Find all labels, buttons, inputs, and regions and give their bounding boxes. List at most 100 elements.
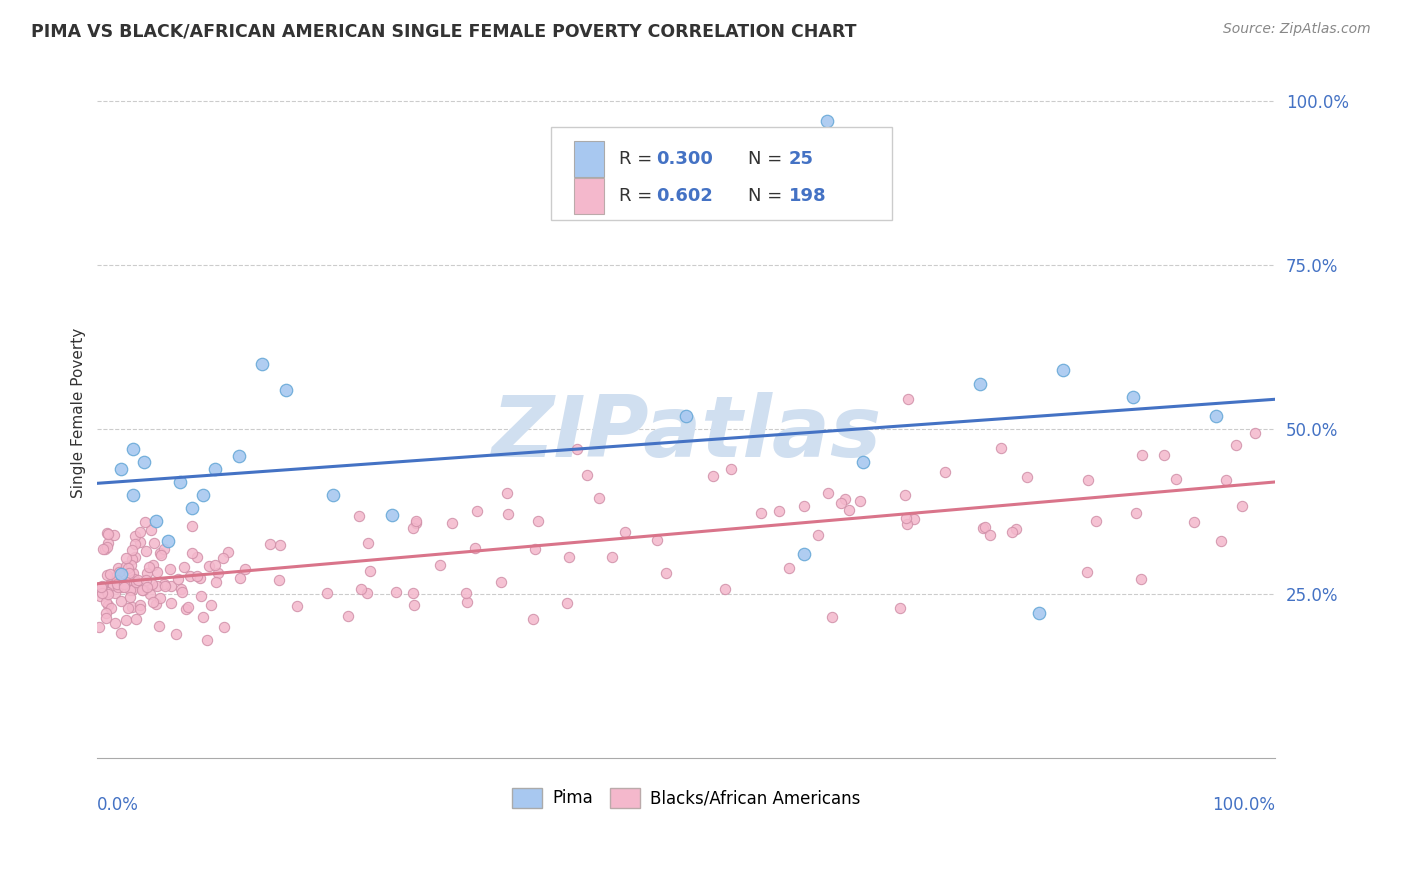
Point (893, 488, 915, 502)
Text: ZIPatlas: ZIPatlas (491, 392, 882, 475)
Point (274, 383, 297, 397)
Point (852, 455, 875, 469)
Point (129, 524, 152, 539)
Point (103, 528, 125, 542)
Point (180, 501, 202, 516)
Point (125, 575, 148, 590)
Point (146, 565, 169, 579)
Point (97, 587, 120, 601)
Point (111, 580, 134, 594)
Text: N =: N = (748, 186, 789, 205)
Point (118, 583, 141, 598)
Point (96, 568, 118, 582)
Point (207, 566, 229, 580)
Point (969, 376, 991, 391)
Point (120, 590, 142, 604)
Point (127, 574, 149, 588)
Point (112, 580, 135, 594)
Point (496, 485, 519, 500)
Point (1209, 533, 1232, 548)
Point (356, 586, 378, 600)
Point (834, 491, 856, 506)
Point (793, 500, 815, 514)
Text: 0.602: 0.602 (657, 186, 713, 205)
Point (135, 566, 157, 581)
Point (384, 585, 406, 599)
Point (1182, 515, 1205, 529)
Point (934, 465, 956, 479)
Point (702, 468, 724, 483)
Point (972, 521, 994, 535)
Text: R =: R = (619, 186, 658, 205)
Legend: Pima, Blacks/African Americans: Pima, Blacks/African Americans (506, 781, 866, 814)
FancyBboxPatch shape (574, 178, 603, 214)
Point (645, 533, 668, 547)
Point (195, 632, 218, 647)
Point (522, 612, 544, 626)
Point (204, 574, 226, 589)
Point (170, 582, 193, 596)
Point (233, 561, 256, 575)
Point (1015, 470, 1038, 484)
Point (112, 576, 135, 591)
Point (124, 537, 146, 551)
Point (138, 560, 160, 574)
Point (105, 574, 128, 589)
Point (1243, 425, 1265, 440)
Y-axis label: Single Female Poverty: Single Female Poverty (72, 328, 86, 499)
Point (129, 601, 152, 615)
Point (129, 535, 152, 549)
Point (135, 580, 157, 594)
Point (135, 544, 157, 558)
Point (269, 573, 291, 587)
Text: PIMA VS BLACK/AFRICAN AMERICAN SINGLE FEMALE POVERTY CORRELATION CHART: PIMA VS BLACK/AFRICAN AMERICAN SINGLE FE… (31, 22, 856, 40)
Point (96, 525, 118, 540)
Point (134, 515, 156, 529)
Point (1164, 472, 1187, 486)
Point (467, 504, 489, 518)
Point (588, 491, 610, 505)
Point (98, 567, 121, 582)
Point (889, 601, 911, 615)
Point (121, 543, 143, 558)
Point (108, 565, 131, 579)
Point (121, 442, 143, 457)
Point (169, 475, 191, 489)
Point (830, 496, 852, 510)
Point (153, 579, 176, 593)
Point (212, 550, 235, 565)
FancyBboxPatch shape (574, 142, 603, 178)
Point (405, 514, 427, 528)
Point (110, 626, 132, 640)
Point (139, 587, 162, 601)
Point (322, 488, 344, 502)
Text: 25: 25 (789, 151, 814, 169)
Point (849, 494, 872, 508)
Point (1125, 506, 1147, 520)
Text: 100.0%: 100.0% (1212, 796, 1275, 814)
Point (172, 584, 194, 599)
Point (1130, 572, 1153, 586)
Point (146, 579, 169, 593)
Point (204, 462, 226, 476)
Point (807, 528, 830, 542)
Point (107, 580, 129, 594)
Point (1052, 363, 1074, 377)
Point (135, 574, 157, 588)
Point (159, 562, 181, 576)
Point (440, 516, 463, 530)
Point (177, 599, 200, 614)
Point (973, 520, 995, 534)
Point (575, 468, 598, 483)
Point (91, 579, 114, 593)
Point (118, 566, 141, 580)
Point (1230, 500, 1253, 514)
Point (121, 551, 143, 566)
Point (131, 582, 153, 597)
Point (179, 569, 201, 583)
Point (350, 582, 373, 596)
Point (496, 508, 519, 522)
Point (1000, 524, 1022, 539)
Point (250, 357, 273, 371)
Point (655, 566, 678, 581)
